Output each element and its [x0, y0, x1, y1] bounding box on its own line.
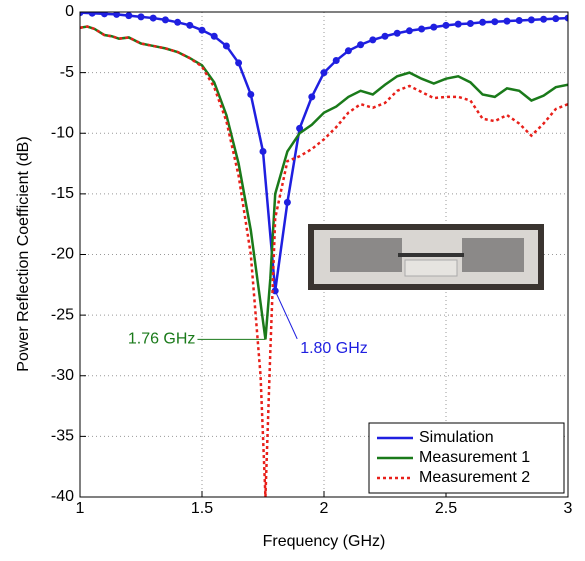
data-point	[125, 12, 133, 20]
data-point	[296, 124, 304, 132]
x-tick-label: 2	[320, 500, 329, 517]
data-point	[357, 41, 365, 49]
x-tick-label: 1	[76, 500, 85, 517]
data-point	[174, 18, 182, 26]
data-point	[308, 93, 316, 101]
photo-pattern	[330, 238, 402, 272]
data-point	[198, 26, 206, 34]
data-point	[259, 147, 267, 155]
data-point	[540, 15, 548, 23]
data-point	[418, 25, 426, 33]
y-tick-label: 0	[65, 3, 74, 20]
data-point	[149, 14, 157, 22]
data-point	[235, 59, 243, 67]
data-point	[405, 27, 413, 35]
y-tick-label: -10	[51, 124, 74, 141]
y-tick-label: -5	[60, 64, 74, 81]
y-tick-label: -35	[51, 428, 74, 445]
annotation-leader	[274, 290, 298, 340]
legend-label: Simulation	[419, 429, 494, 446]
y-tick-label: -15	[51, 185, 74, 202]
legend-label: Measurement 2	[419, 469, 530, 486]
x-tick-label: 1.5	[191, 500, 213, 517]
data-point	[100, 12, 108, 18]
inset-photo	[308, 224, 544, 290]
data-point	[186, 21, 194, 29]
x-axis-label: Frequency (GHz)	[263, 533, 386, 550]
series-line	[80, 25, 568, 340]
data-point	[491, 18, 499, 26]
photo-pattern	[462, 238, 524, 272]
data-point	[222, 42, 230, 50]
series-line	[80, 25, 568, 497]
y-tick-label: -25	[51, 306, 74, 323]
data-point	[80, 12, 84, 17]
data-point	[479, 18, 487, 26]
data-point	[247, 90, 255, 98]
y-tick-label: -40	[51, 488, 74, 505]
y-tick-label: -20	[51, 246, 74, 263]
data-point	[381, 32, 389, 40]
data-point	[552, 15, 560, 23]
legend: Simulation Measurement 1 Measurement 2	[368, 422, 565, 494]
data-point	[442, 21, 450, 29]
data-point	[527, 16, 535, 24]
data-point	[113, 12, 121, 18]
data-point	[466, 20, 474, 28]
data-point	[344, 47, 352, 55]
x-tick-label: 2.5	[435, 500, 457, 517]
data-point	[564, 14, 568, 22]
series-lines	[80, 12, 568, 497]
data-point	[137, 13, 145, 21]
legend-label: Measurement 1	[419, 449, 530, 466]
data-point	[161, 16, 169, 24]
data-point	[454, 20, 462, 28]
data-point	[515, 16, 523, 24]
data-point	[369, 36, 377, 44]
y-tick-label: -30	[51, 367, 74, 384]
data-point	[88, 12, 96, 17]
data-point	[320, 69, 328, 77]
data-point	[332, 57, 340, 64]
data-point	[210, 32, 218, 40]
data-point	[503, 17, 511, 25]
data-point	[283, 198, 291, 206]
annotation: 1.76 GHz	[128, 331, 196, 348]
y-axis-label: Power Reflection Coefficient (dB)	[15, 136, 32, 371]
data-point	[393, 29, 401, 37]
annotation: 1.80 GHz	[300, 340, 368, 357]
photo-connector	[404, 259, 458, 277]
data-point	[430, 23, 438, 31]
x-tick-label: 3	[564, 500, 573, 517]
photo-trace	[398, 253, 464, 257]
